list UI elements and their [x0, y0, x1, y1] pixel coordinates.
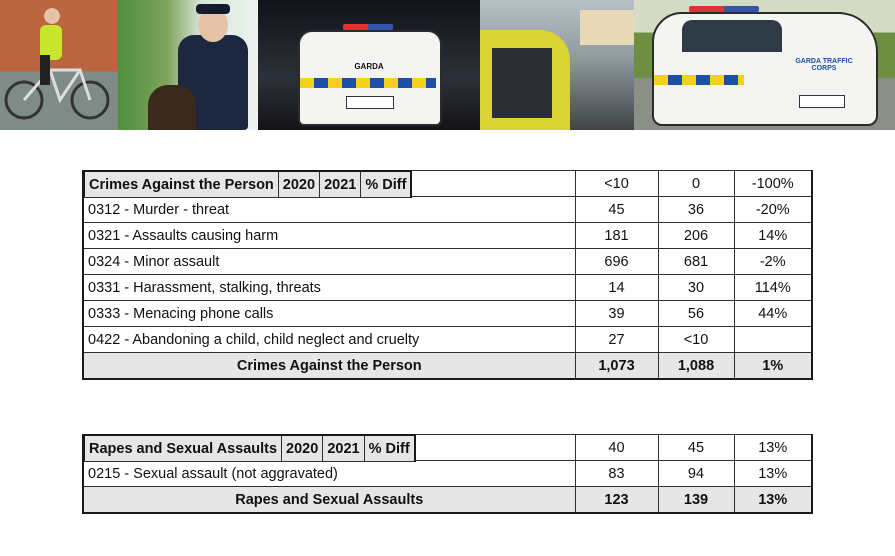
cyclist-photo — [0, 0, 118, 130]
table-total-row: Rapes and Sexual Assaults 123 139 13% — [82, 486, 813, 514]
value-2020: 14 — [574, 274, 659, 301]
offence-label: 0312 - Murder - threat — [82, 196, 576, 223]
table-row: 0324 - Minor assault 696 681 -2% — [82, 248, 813, 275]
photo-banner: GARDA GARDA TRAFFIC CORPS — [0, 0, 895, 130]
table-row: 0422 - Abandoning a child, child neglect… — [82, 326, 813, 353]
value-2021: 0 — [657, 170, 735, 197]
value-diff: 13% — [733, 460, 813, 487]
rapes-sexual-assaults-table: Rapes and Sexual Assaults 2020 2021 % Di… — [82, 434, 813, 514]
table-row: 0312 - Murder - threat 45 36 -20% — [82, 196, 813, 223]
value-2020: 39 — [574, 300, 659, 327]
table-header-row: Rapes and Sexual Assaults 2020 2021 % Di… — [83, 434, 416, 462]
value-2020: 696 — [574, 248, 659, 275]
offence-label: 0331 - Harassment, stalking, threats — [82, 274, 576, 301]
column-header-2021: 2021 — [322, 434, 365, 462]
total-2020: 1,073 — [574, 352, 659, 380]
traffic-corps-car-photo: GARDA TRAFFIC CORPS — [634, 0, 895, 130]
value-diff — [733, 326, 813, 353]
offence-label: 0333 - Menacing phone calls — [82, 300, 576, 327]
offence-label: 0422 - Abandoning a child, child neglect… — [82, 326, 576, 353]
value-2021: <10 — [657, 326, 735, 353]
offence-label: 0324 - Minor assault — [82, 248, 576, 275]
value-2020: 27 — [574, 326, 659, 353]
column-header-2020: 2020 — [277, 170, 321, 198]
value-diff: 14% — [733, 222, 813, 249]
table-row: 0331 - Harassment, stalking, threats 14 … — [82, 274, 813, 301]
column-header-category: Rapes and Sexual Assaults — [83, 434, 283, 462]
dog-unit-photo — [118, 0, 258, 130]
total-label: Rapes and Sexual Assaults — [82, 486, 576, 514]
crimes-against-person-table: Crimes Against the Person 2020 2021 % Di… — [82, 170, 813, 380]
table-header-row: Crimes Against the Person 2020 2021 % Di… — [82, 170, 413, 198]
value-diff: 114% — [733, 274, 813, 301]
value-2021: 94 — [657, 460, 735, 487]
value-2021: 56 — [657, 300, 735, 327]
value-diff: -20% — [733, 196, 813, 223]
offence-label: 0215 - Sexual assault (not aggravated) — [82, 460, 576, 487]
value-2020: 40 — [574, 434, 659, 461]
value-2020: 181 — [574, 222, 659, 249]
value-2020: 45 — [574, 196, 659, 223]
value-2020: <10 — [574, 170, 659, 197]
value-diff: -2% — [733, 248, 813, 275]
value-2021: 45 — [657, 434, 735, 461]
total-label: Crimes Against the Person — [82, 352, 576, 380]
table-total-row: Crimes Against the Person 1,073 1,088 1% — [82, 352, 813, 380]
value-diff: 13% — [733, 434, 813, 461]
garda-car-label: GARDA — [354, 62, 384, 71]
street-photo — [480, 0, 634, 130]
offence-label: 0321 - Assaults causing harm — [82, 222, 576, 249]
total-2021: 1,088 — [657, 352, 735, 380]
total-diff: 1% — [733, 352, 813, 380]
column-header-2020: 2020 — [281, 434, 324, 462]
total-2020: 123 — [574, 486, 659, 514]
column-header-diff: % Diff — [360, 170, 413, 198]
value-diff: -100% — [733, 170, 813, 197]
column-header-2021: 2021 — [319, 170, 362, 198]
total-diff: 13% — [733, 486, 813, 514]
value-diff: 44% — [733, 300, 813, 327]
table-row: 0321 - Assaults causing harm 181 206 14% — [82, 222, 813, 249]
garda-car-night-photo: GARDA — [258, 0, 480, 130]
value-2021: 36 — [657, 196, 735, 223]
total-2021: 139 — [657, 486, 735, 514]
table-row: 0215 - Sexual assault (not aggravated) 8… — [82, 460, 813, 487]
value-2021: 681 — [657, 248, 735, 275]
value-2020: 83 — [574, 460, 659, 487]
column-header-diff: % Diff — [363, 434, 416, 462]
bicycle-illustration — [4, 8, 110, 120]
column-header-category: Crimes Against the Person — [82, 170, 279, 198]
traffic-corps-label: GARDA TRAFFIC CORPS — [795, 58, 853, 72]
value-2021: 30 — [657, 274, 735, 301]
table-row: 0333 - Menacing phone calls 39 56 44% — [82, 300, 813, 327]
value-2021: 206 — [657, 222, 735, 249]
